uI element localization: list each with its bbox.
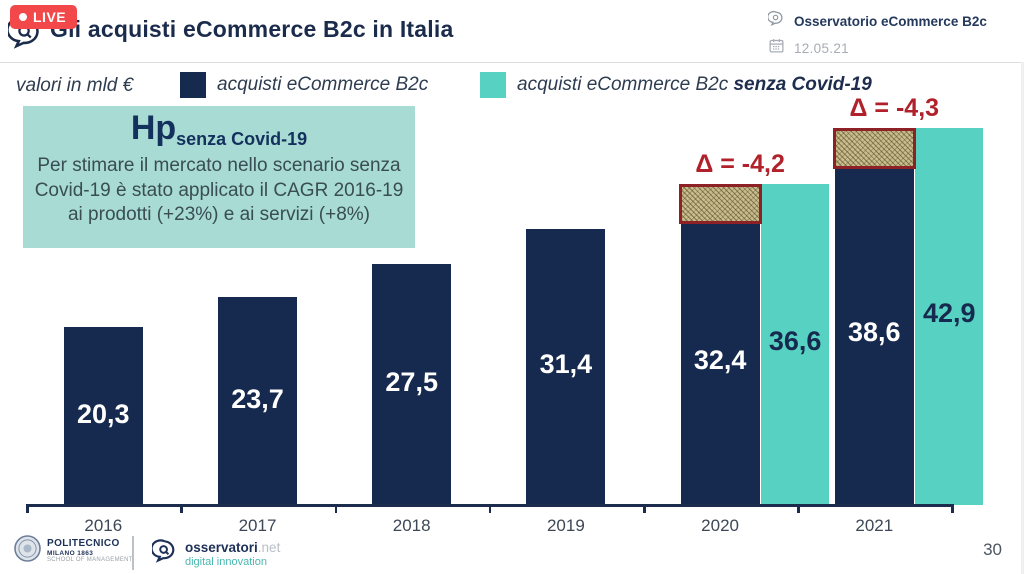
x-axis-tick-0 bbox=[26, 504, 29, 513]
legend-item-actual: acquisti eCommerce B2c bbox=[180, 72, 428, 98]
legend-item-counterfactual: acquisti eCommerce B2c senza Covid-19 bbox=[480, 72, 872, 98]
bar-value-actual-2016: 20,3 bbox=[77, 399, 130, 430]
politecnico-logo: POLITECNICO MILANO 1863 SCHOOL OF MANAGE… bbox=[14, 535, 133, 567]
osservatori-logo: osservatori.net digital innovation bbox=[150, 538, 281, 569]
live-badge-label: LIVE bbox=[33, 9, 67, 25]
year-label-2019: 2019 bbox=[546, 516, 585, 535]
hypothesis-body: Per stimare il mercato nello scenario se… bbox=[34, 155, 404, 226]
x-axis-tick-3 bbox=[488, 504, 492, 513]
page-number: 30 bbox=[983, 540, 1002, 559]
delta-hatch-2020 bbox=[678, 183, 762, 224]
right-edge-line bbox=[1021, 62, 1024, 574]
bar-value-actual-2017: 23,7 bbox=[231, 383, 284, 414]
bar-value-actual-2020: 32,4 bbox=[693, 344, 747, 375]
year-label-2017: 2017 bbox=[238, 516, 277, 535]
x-axis-tick-1 bbox=[180, 504, 183, 513]
year-label-2018: 2018 bbox=[392, 516, 431, 535]
delta-label-2021: Δ = -4,3 bbox=[849, 94, 940, 123]
axis-unit-note: valori in mld € bbox=[16, 75, 134, 96]
bar-counterfactual-2020 bbox=[761, 183, 830, 505]
year-label-2020: 2020 bbox=[701, 516, 739, 535]
legend-label-actual: acquisti eCommerce B2c bbox=[217, 74, 429, 95]
bar-actual-2019 bbox=[526, 229, 606, 505]
x-axis-tick-6 bbox=[951, 504, 954, 513]
live-badge: LIVE bbox=[10, 5, 78, 29]
hypothesis-box: Hpsenza Covid-19 Per stimare il mercato … bbox=[23, 106, 415, 248]
page-title: Gli acquisti eCommerce B2c in Italia bbox=[50, 16, 454, 42]
x-axis-tick-4 bbox=[643, 504, 646, 513]
bar-value-counterfactual-2020: 36,6 bbox=[768, 326, 822, 357]
bar-actual-2017 bbox=[218, 296, 297, 505]
date-label: 12.05.21 bbox=[794, 40, 849, 56]
bar-actual-2018 bbox=[372, 263, 452, 505]
osservatori-bubble-footer-icon bbox=[150, 538, 178, 569]
bar-counterfactual-2021 bbox=[915, 128, 984, 505]
bar-value-actual-2019: 31,4 bbox=[539, 349, 593, 380]
politecnico-seal-icon bbox=[14, 535, 41, 567]
hypothesis-title: Hpsenza Covid-19 bbox=[130, 109, 308, 149]
calendar-icon bbox=[768, 37, 785, 59]
politecnico-text: POLITECNICO MILANO 1863 SCHOOL OF MANAGE… bbox=[47, 538, 133, 564]
speech-bubble-icon bbox=[767, 10, 785, 32]
x-axis-tick-5 bbox=[797, 504, 800, 513]
legend-swatch-navy bbox=[180, 72, 206, 98]
bar-value-actual-2018: 27,5 bbox=[385, 366, 438, 397]
legend-label-counterfactual: acquisti eCommerce B2c senza Covid-19 bbox=[517, 74, 872, 95]
year-label-2021: 2021 bbox=[855, 516, 894, 535]
bar-value-actual-2021: 38,6 bbox=[848, 317, 901, 348]
year-label-2016: 2016 bbox=[84, 516, 123, 535]
header-meta: Osservatorio eCommerce B2c 12.05.21 bbox=[767, 10, 1008, 64]
delta-label-2020: Δ = -4,2 bbox=[695, 149, 785, 178]
delta-hatch-2021 bbox=[832, 128, 916, 170]
live-dot-icon bbox=[19, 13, 27, 21]
bar-actual-2016 bbox=[63, 326, 143, 505]
x-axis-tick-2 bbox=[334, 504, 338, 513]
bar-actual-2020 bbox=[680, 220, 760, 505]
footer-divider bbox=[132, 536, 134, 570]
legend-swatch-teal bbox=[480, 72, 506, 98]
header-divider bbox=[0, 62, 1024, 63]
bar-value-counterfactual-2021: 42,9 bbox=[923, 297, 976, 328]
observatory-name: Osservatorio eCommerce B2c bbox=[794, 13, 987, 29]
bar-actual-2021 bbox=[834, 166, 914, 505]
osservatori-text: osservatori.net digital innovation bbox=[185, 539, 281, 569]
